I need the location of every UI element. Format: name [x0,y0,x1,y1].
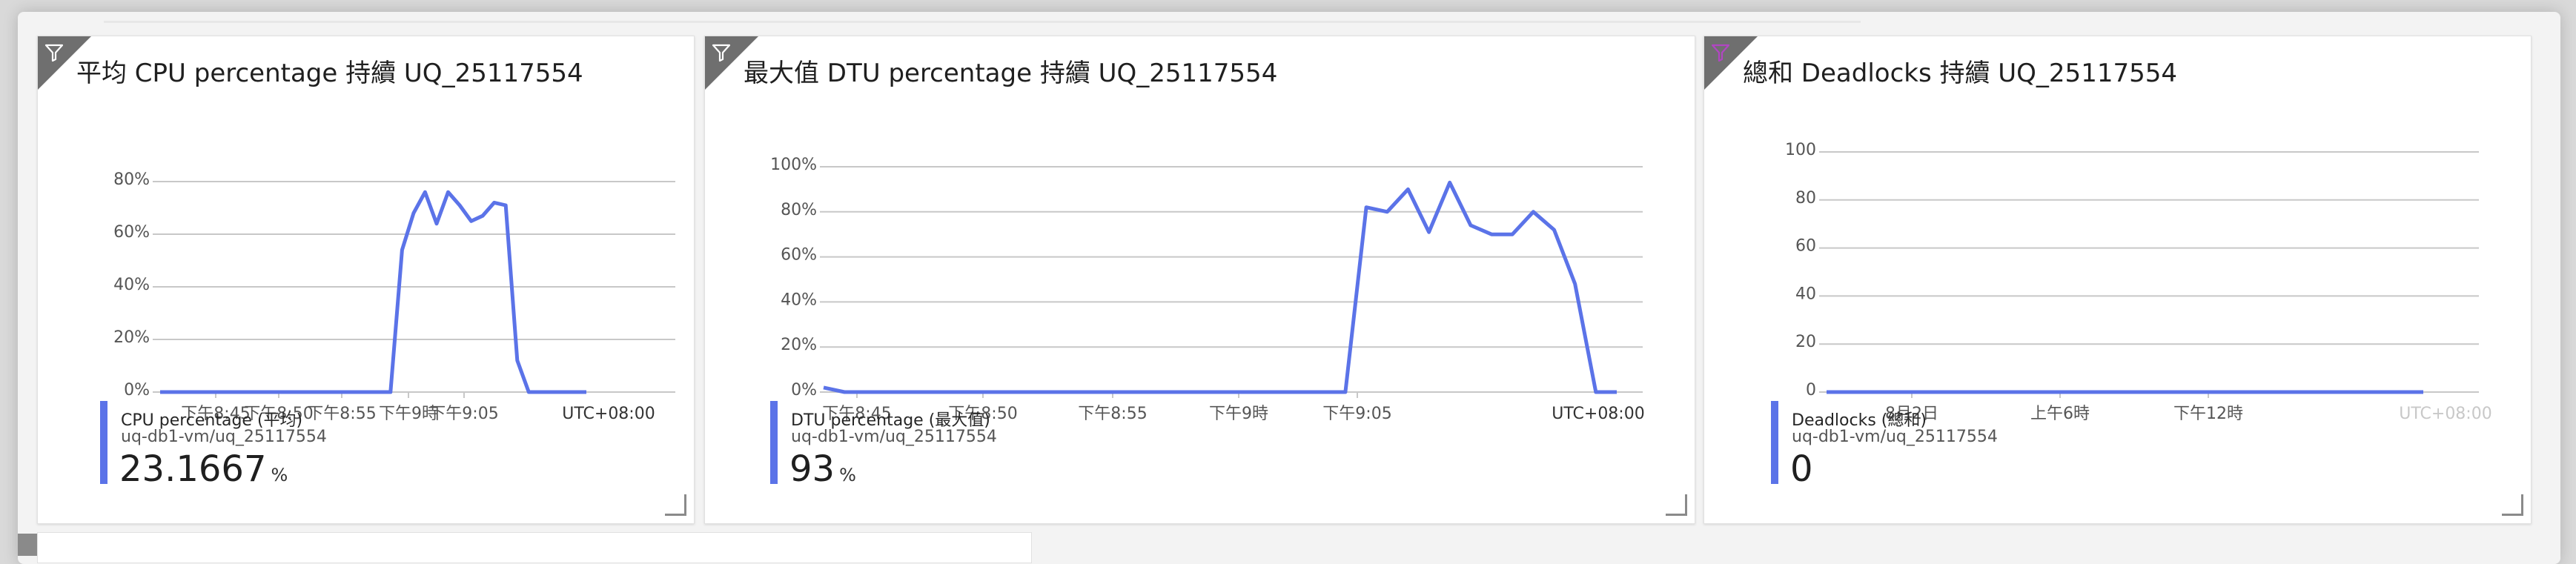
legend-value-number: 93 [789,448,835,490]
next-tile-edge [37,532,1032,563]
y-tick-label: 80% [113,170,150,189]
y-tick-label: 60 [1795,237,1816,256]
legend-metric-name: CPU percentage (平均) [121,411,303,430]
timezone-label: UTC+08:00 [2399,405,2491,423]
y-tick-label: 20 [1795,333,1816,351]
legend-value-number: 0 [1790,448,1813,490]
cpu-chart-tile[interactable]: 平均 CPU percentage 持續 UQ_25117554 0% 20% 40… [37,36,695,524]
legend-resource-name: uq-db1-vm/uq_25117554 [121,428,327,446]
deadlocks-chart-tile[interactable]: 總和 Deadlocks 持續 UQ_25117554 0 20 40 60 80 100… [1703,36,2532,524]
tile-title[interactable]: 最大值 DTU percentage 持續 UQ_25117554 [744,59,1278,88]
y-tick-label: 40 [1795,285,1816,303]
filter-icon[interactable] [1710,42,1731,63]
legend-color-bar [1771,401,1778,484]
legend-value: 0 [1790,448,1818,490]
top-divider [104,21,1861,23]
legend-color-bar [770,401,778,484]
x-tick-label: 下午8:45 [181,405,250,423]
dtu-chart-tile[interactable]: 最大值 DTU percentage 持續 UQ_25117554 0% 20% 4… [704,36,1695,524]
x-tick-label: 下午8:50 [244,405,313,423]
legend-unit: % [839,465,856,485]
x-tick-label: 下午12時 [2173,405,2243,423]
series-line[interactable] [823,180,1617,394]
x-tick-label: 下午8:55 [1078,405,1147,423]
resize-handle[interactable] [2502,494,2523,516]
y-tick-label: 0% [791,381,817,399]
tile-title[interactable]: 平均 CPU percentage 持續 UQ_25117554 [76,59,583,88]
x-tick-label: 下午8:45 [822,405,891,423]
y-tick-label: 60% [781,246,817,265]
resize-handle[interactable] [665,494,686,516]
x-tick-label: 下午9時 [379,405,438,423]
x-tick-label: 下午9:05 [1322,405,1391,423]
y-tick-label: 100 [1785,141,1816,159]
x-tick-label: 下午9時 [1209,405,1268,423]
dtu-line-chart[interactable]: 0% 20% 40% 60% 80% 100% 下午8:45 下午8:50 下午8:55 下午9時… [705,103,1695,429]
legend-value-number: 23.1667 [119,448,267,490]
x-tick-label: 下午8:50 [948,405,1017,423]
deadlocks-line-chart[interactable]: 0 20 40 60 80 100 8月2日 上午6時 下午12時 UTC+08:00 [1704,103,2531,429]
legend-metric-name: Deadlocks (總和) [1792,411,1927,430]
y-tick-label: 80 [1795,189,1816,208]
legend-resource-name: uq-db1-vm/uq_25117554 [791,428,997,446]
y-tick-label: 40% [781,291,817,309]
next-tile-corner [18,534,40,556]
legend-resource-name: uq-db1-vm/uq_25117554 [1792,428,1998,446]
y-tick-label: 20% [781,336,817,354]
y-tick-label: 0 [1806,381,1816,399]
resize-handle[interactable] [1666,494,1687,516]
x-tick-label: 8月2日 [1885,405,1938,423]
y-tick-label: 40% [113,276,150,294]
legend-color-bar [100,401,107,484]
filter-icon[interactable] [44,42,64,63]
timezone-label: UTC+08:00 [562,405,655,423]
x-tick-label: 上午6時 [2030,405,2090,423]
y-tick-label: 0% [124,381,150,399]
tile-title[interactable]: 總和 Deadlocks 持續 UQ_25117554 [1743,59,2177,88]
y-tick-label: 100% [770,156,817,174]
filter-icon[interactable] [711,42,732,63]
legend-value: 93% [789,448,856,490]
timezone-label: UTC+08:00 [1552,405,1644,423]
y-tick-label: 80% [781,201,817,219]
x-tick-label: 下午8:55 [307,405,376,423]
y-tick-label: 60% [113,223,150,242]
legend-metric-name: DTU percentage (最大值) [791,411,990,430]
x-tick-label: 下午9:05 [429,405,498,423]
legend-unit: % [271,465,288,485]
series-line[interactable] [160,190,586,394]
legend-value: 23.1667% [119,448,288,490]
y-tick-label: 20% [113,328,150,347]
